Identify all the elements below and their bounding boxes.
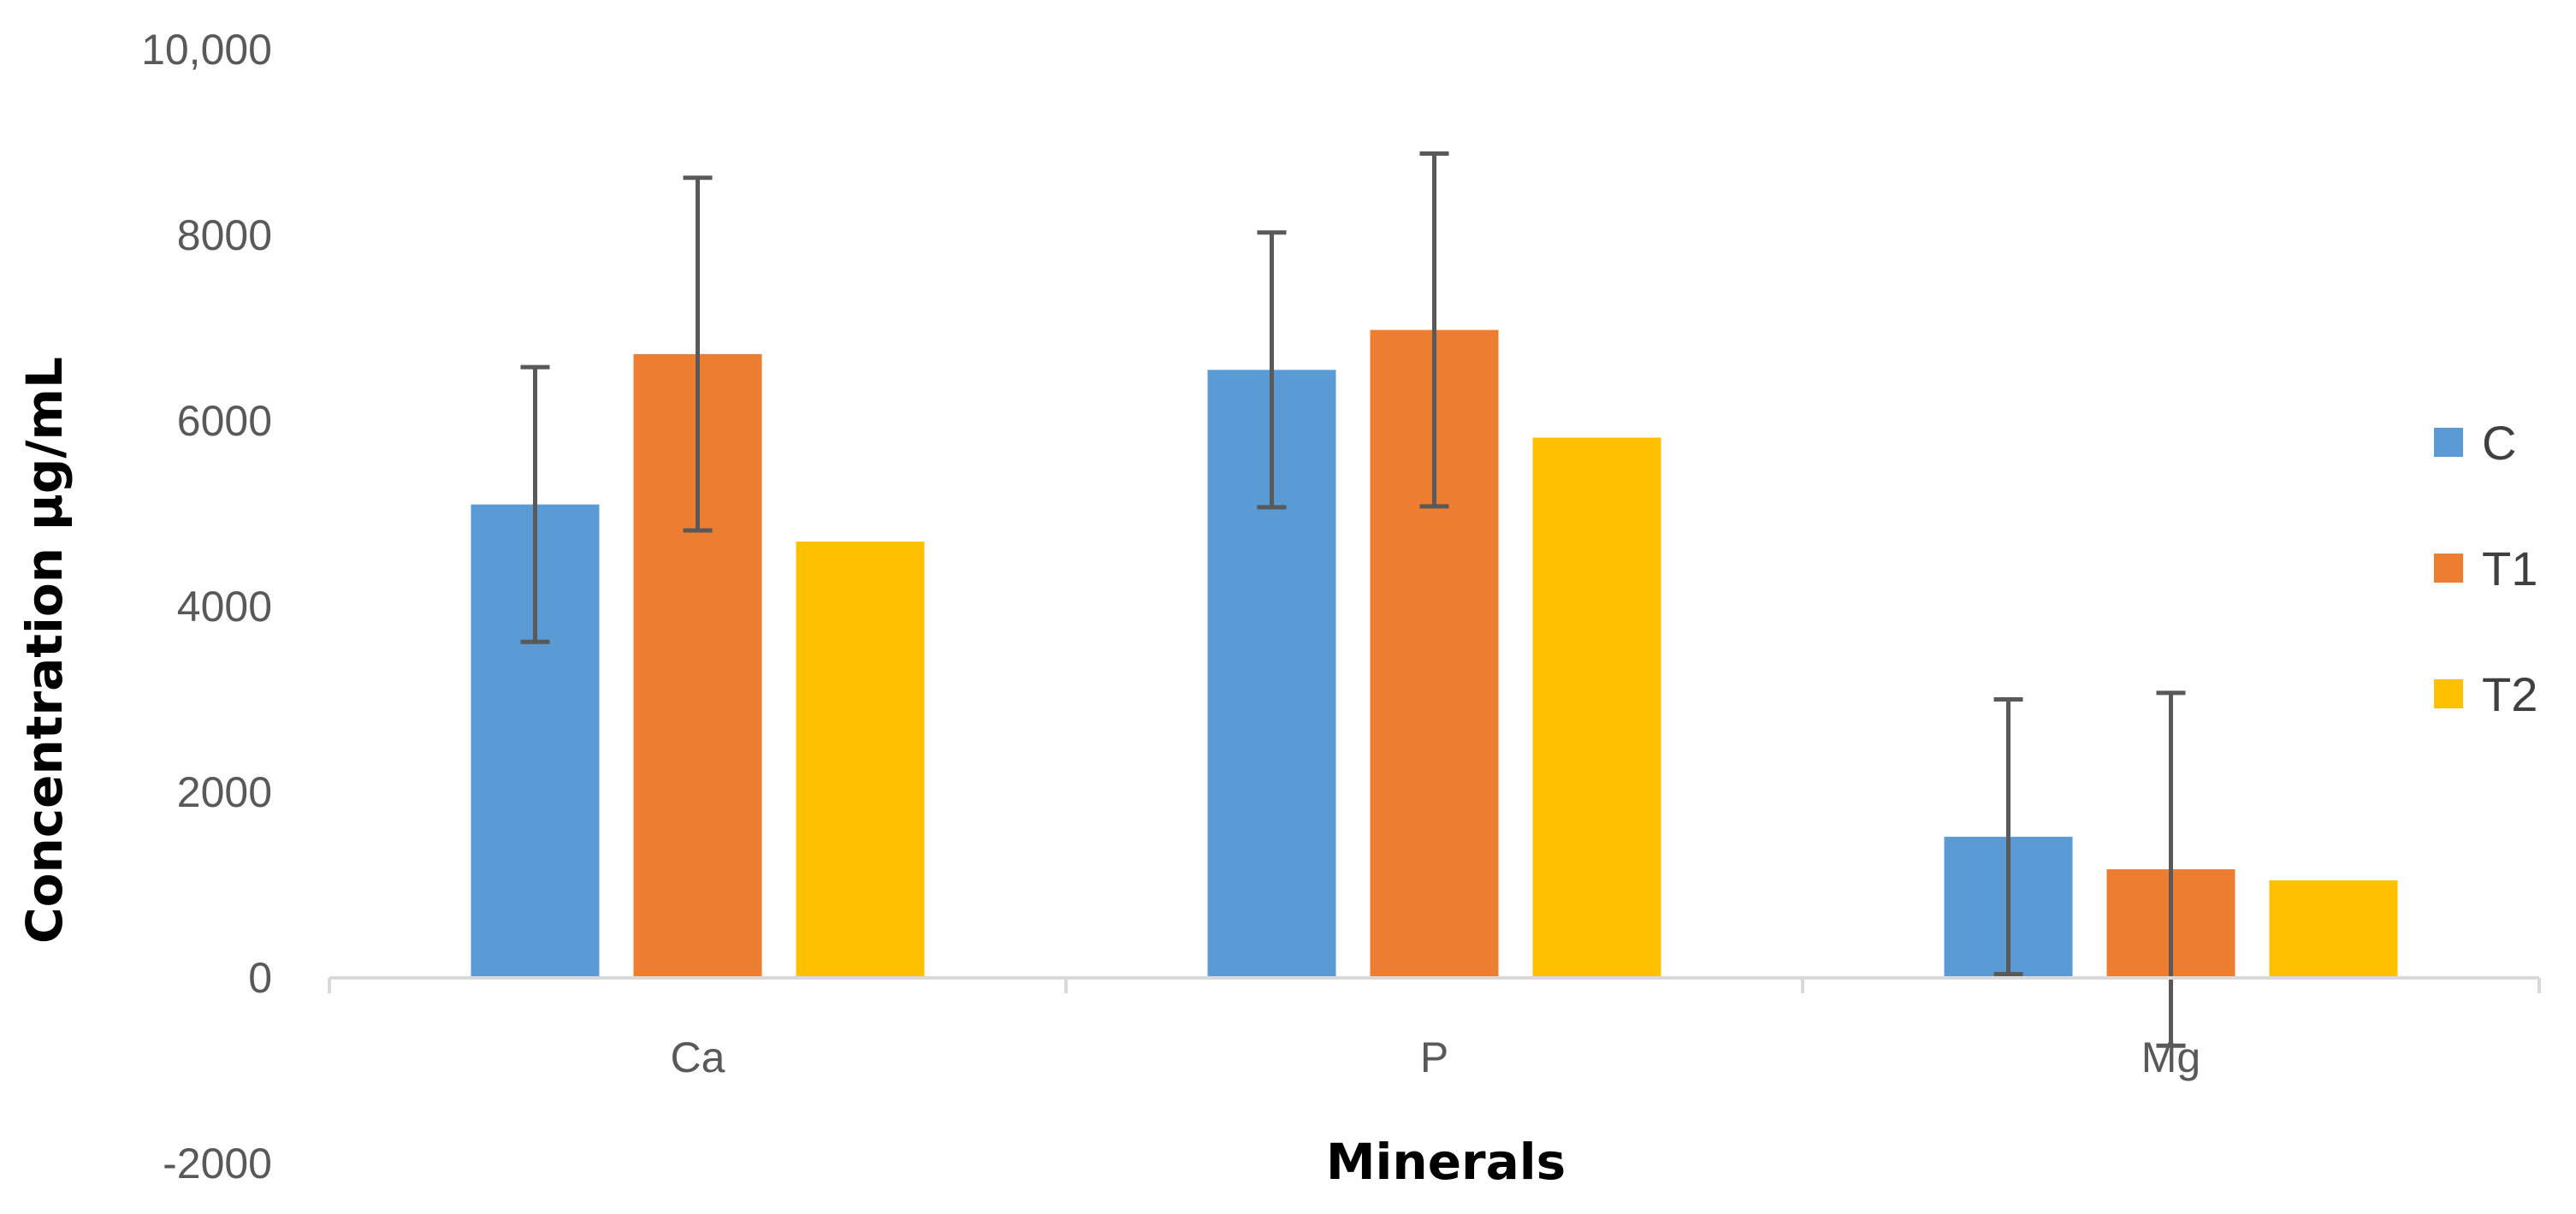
x-tick-label: Mg — [2141, 1033, 2200, 1081]
y-tick-label: -2000 — [163, 1140, 272, 1187]
x-tick-label: P — [1420, 1033, 1448, 1081]
x-axis-title: Minerals — [1326, 1133, 1566, 1191]
legend-swatch-t1 — [2434, 554, 2463, 583]
error-bar-t1-p — [1419, 151, 1449, 509]
error-bar-t1-mg — [2156, 690, 2186, 1048]
legend-swatch-t2 — [2434, 679, 2463, 708]
error-bar-c-p — [1257, 230, 1287, 510]
x-axis-tick-labels: Ca P Mg — [671, 1033, 2201, 1081]
y-tick-label: 4000 — [177, 583, 272, 631]
bar-t2-ca — [796, 542, 925, 978]
bar-t2-mg — [2269, 880, 2398, 978]
x-axis — [328, 976, 2541, 993]
legend-label-c: C — [2482, 416, 2516, 470]
y-axis-title: Concentration µg/mL — [15, 357, 74, 944]
x-tick-label: Ca — [671, 1033, 725, 1081]
error-bar-t1-ca — [683, 175, 713, 533]
y-tick-label: 8000 — [177, 211, 272, 259]
bar-t2-p — [1532, 437, 1661, 978]
legend-label-t2: T2 — [2482, 667, 2538, 721]
legend-label-t1: T1 — [2482, 542, 2538, 595]
y-axis-ticks: 10,000 8000 6000 4000 2000 0 -2000 — [141, 26, 272, 1187]
y-tick-label: 6000 — [177, 397, 272, 445]
legend-swatch-c — [2434, 428, 2463, 457]
y-tick-label: 2000 — [177, 768, 272, 816]
error-bar-c-mg — [1993, 697, 2023, 977]
y-tick-label: 10,000 — [141, 26, 272, 74]
plot-area — [471, 151, 2398, 1048]
error-bar-c-ca — [520, 364, 550, 644]
legend: C T1 T2 — [2434, 416, 2538, 721]
y-tick-label: 0 — [248, 954, 272, 1002]
